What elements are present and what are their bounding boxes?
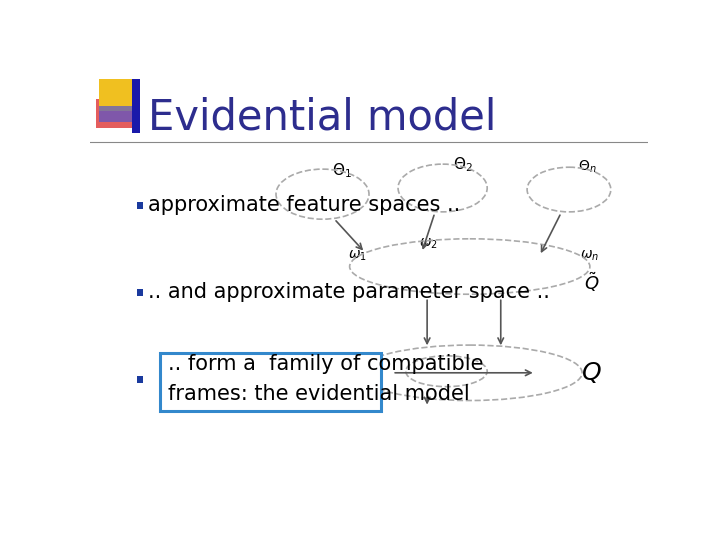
Bar [132, 79, 140, 132]
Bar [99, 79, 132, 111]
Bar [137, 289, 143, 296]
Text: .. and approximate parameter space ..: .. and approximate parameter space .. [148, 282, 550, 302]
Bar [96, 99, 138, 128]
Text: approximate feature spaces ..: approximate feature spaces .. [148, 195, 460, 215]
Text: Evidential model: Evidential model [148, 96, 497, 138]
Text: $\omega_2$: $\omega_2$ [419, 236, 438, 251]
Bar [137, 202, 143, 209]
Bar [99, 106, 140, 122]
Text: $\omega_n$: $\omega_n$ [580, 248, 600, 263]
Text: $\Theta_1$: $\Theta_1$ [332, 161, 351, 180]
Text: $\omega_1$: $\omega_1$ [348, 248, 366, 263]
Text: $\tilde{Q}$: $\tilde{Q}$ [584, 270, 599, 294]
Text: $\Theta_n$: $\Theta_n$ [578, 159, 597, 176]
Text: .. form a  family of compatible
frames: the evidential model: .. form a family of compatible frames: t… [168, 354, 483, 404]
FancyBboxPatch shape [160, 353, 381, 410]
Text: $Q$: $Q$ [581, 360, 602, 386]
Bar [137, 376, 143, 383]
Text: $\Theta_2$: $\Theta_2$ [453, 156, 472, 174]
